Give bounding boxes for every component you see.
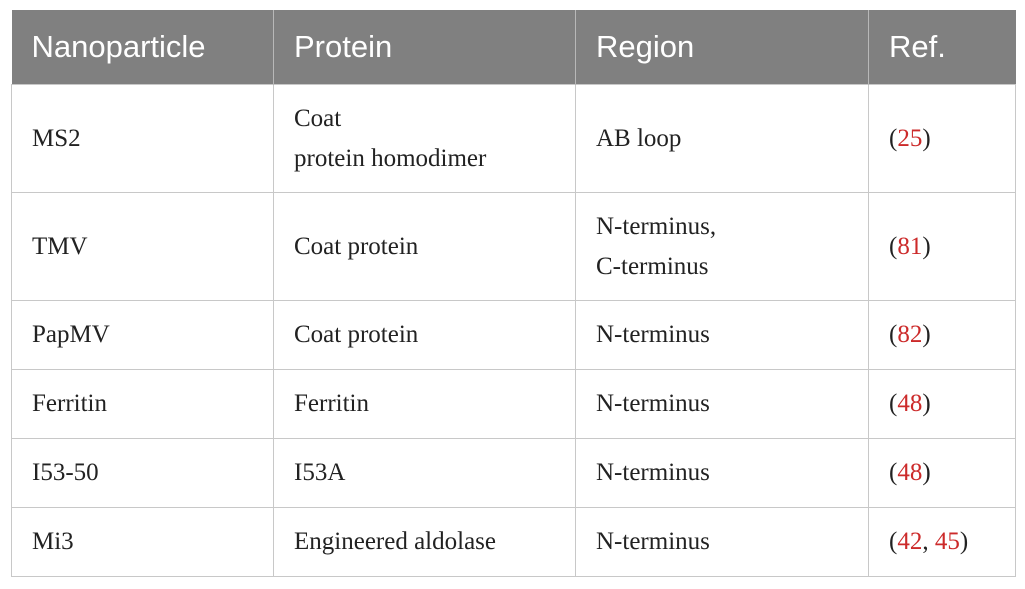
header-protein: Protein [273, 10, 576, 85]
reference-link[interactable]: 48 [897, 459, 923, 486]
cell-protein-line: Ferritin [294, 390, 369, 417]
cell-nanoparticle: MS2 [11, 84, 274, 193]
reference-link[interactable]: 81 [897, 232, 923, 260]
cell-region-line: N-terminus, [596, 212, 717, 240]
cell-protein-line: Coat protein [294, 232, 419, 260]
cell-ref: (25) [868, 84, 1016, 193]
cell-region-line: N-terminus [596, 321, 710, 348]
cell-region: AB loop [575, 84, 869, 193]
cell-region: N-terminus [575, 507, 869, 577]
cell-protein-line: Coat [294, 104, 342, 132]
cell-nanoparticle: TMV [11, 192, 274, 301]
cell-ref: (48) [868, 438, 1016, 508]
header-row: Nanoparticle Protein Region Ref. [11, 10, 1016, 85]
reference-link[interactable]: 82 [897, 321, 923, 348]
nanoparticle-table: Nanoparticle Protein Region Ref. MS2 Coat… [11, 10, 1016, 577]
cell-protein: Coat protein [273, 192, 576, 301]
cell-nanoparticle: Mi3 [11, 507, 274, 577]
cell-region-line: AB loop [596, 124, 682, 152]
cell-protein: Coat protein [273, 300, 576, 370]
table-row: Mi3 Engineered aldolase N-terminus (42, 45) [11, 507, 1016, 577]
header-region: Region [575, 10, 869, 85]
cell-ref: (82) [868, 300, 1016, 370]
cell-protein: Engineered aldolase [273, 507, 576, 577]
reference-link[interactable]: 45 [934, 528, 960, 555]
cell-region: N-terminus [575, 438, 869, 508]
cell-nanoparticle: I53-50 [11, 438, 274, 508]
cell-protein-line: Coat protein [294, 321, 419, 348]
header-nanoparticle: Nanoparticle [11, 10, 274, 85]
cell-protein-line: I53A [294, 459, 346, 486]
cell-region: N-terminus, C-terminus [575, 192, 869, 301]
table-row: Ferritin Ferritin N-terminus (48) [11, 369, 1016, 439]
cell-protein-line: protein homodimer [294, 144, 487, 172]
cell-region-line: N-terminus [596, 528, 710, 555]
cell-region: N-terminus [575, 369, 869, 439]
cell-ref: (81) [868, 192, 1016, 301]
table-row: I53-50 I53A N-terminus (48) [11, 438, 1016, 508]
table-row: PapMV Coat protein N-terminus (82) [11, 300, 1016, 370]
cell-region-line: C-terminus [596, 252, 709, 280]
reference-link[interactable]: 25 [897, 124, 923, 152]
cell-ref: (42, 45) [868, 507, 1016, 577]
cell-region-line: N-terminus [596, 390, 710, 417]
reference-link[interactable]: 48 [897, 390, 923, 417]
cell-protein: Coat protein homodimer [273, 84, 576, 193]
cell-nanoparticle: PapMV [11, 300, 274, 370]
table-row: TMV Coat protein N-terminus, C-terminus (81) [11, 192, 1016, 301]
cell-protein: I53A [273, 438, 576, 508]
cell-region-line: N-terminus [596, 459, 710, 486]
cell-protein-line: Engineered aldolase [294, 528, 496, 555]
reference-link[interactable]: 42 [897, 528, 923, 555]
table-row: MS2 Coat protein homodimer AB loop (25) [11, 84, 1016, 193]
header-ref: Ref. [868, 10, 1016, 85]
cell-ref: (48) [868, 369, 1016, 439]
cell-protein: Ferritin [273, 369, 576, 439]
cell-region: N-terminus [575, 300, 869, 370]
cell-nanoparticle: Ferritin [11, 369, 274, 439]
